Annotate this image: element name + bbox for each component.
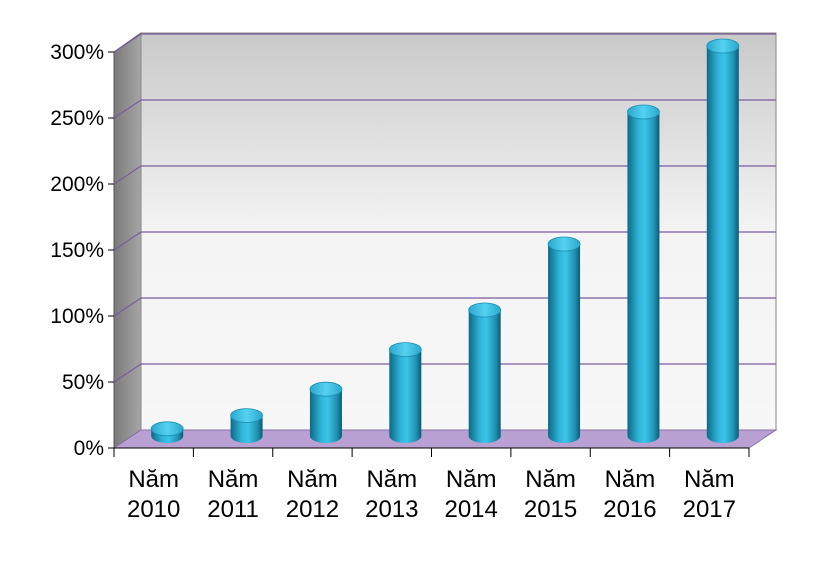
bars: [150, 38, 740, 444]
x-tick-label: Năm 2010: [127, 466, 180, 523]
bar-top: [230, 408, 263, 424]
bar: [150, 421, 184, 444]
gridline-side: [113, 363, 142, 383]
y-tick-label: 100%: [50, 305, 104, 328]
bar-top: [468, 302, 502, 318]
bar-body: [309, 389, 342, 444]
bar-body: [627, 112, 660, 444]
x-tick-label: Năm 2012: [286, 466, 339, 523]
y-tick-label: 200%: [50, 173, 104, 196]
bar-top: [309, 381, 343, 397]
x-tick-label: Năm 2017: [683, 466, 736, 523]
bar-top: [627, 104, 660, 120]
bar-body: [706, 46, 739, 444]
y-tick-label: 150%: [50, 239, 104, 262]
y-tick-label: 300%: [50, 41, 104, 64]
y-tick-label: 250%: [50, 107, 104, 130]
gridline-side: [113, 99, 142, 119]
bar-body: [389, 349, 422, 444]
gridlines: [113, 33, 776, 383]
x-axis: Năm 2010 Năm 2011 Năm 2012 Năm 2013 Năm 2014 Năm 20…: [113, 447, 750, 523]
bar: [706, 38, 740, 444]
bar: [468, 302, 502, 444]
bar: [547, 236, 581, 444]
gridline-side: [113, 297, 142, 317]
x-tick-label: Năm 2011: [207, 466, 259, 523]
bar-top: [150, 421, 184, 437]
bar-body: [230, 415, 263, 444]
gridline-side: [113, 33, 142, 53]
y-tick-label: 50%: [62, 371, 104, 394]
bar: [388, 342, 422, 444]
x-tick-label: Năm 2015: [524, 466, 577, 523]
x-tick-label: Năm 2013: [365, 466, 418, 523]
bar-top: [706, 38, 740, 54]
bar-top: [547, 236, 581, 252]
y-axis-ticks: 0% 50% 100% 150% 200% 250% 300%: [50, 41, 114, 460]
bar-body: [468, 310, 501, 444]
bar: [627, 104, 660, 444]
floor: [112, 429, 778, 449]
x-tick-label: Năm 2014: [444, 466, 497, 523]
x-tick-label: Năm 2016: [603, 466, 656, 523]
bar: [230, 408, 263, 444]
gridline-side: [113, 165, 142, 185]
gridline-side: [113, 231, 142, 251]
bar-top: [388, 342, 422, 358]
bar-body: [548, 244, 581, 444]
chart-walls: [112, 32, 778, 449]
bar: [309, 381, 343, 444]
y-tick-label: 0%: [74, 437, 104, 460]
